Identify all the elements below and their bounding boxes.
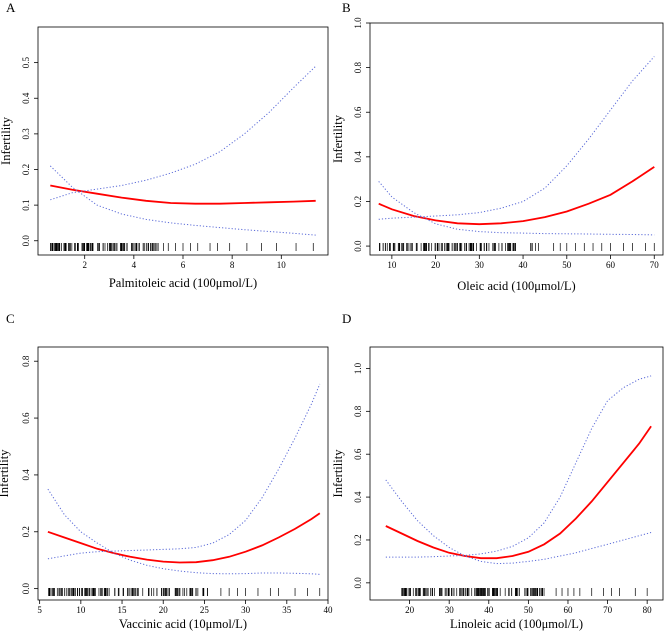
y-tick-label: 0.2 — [21, 526, 31, 537]
lower-ci-line — [385, 479, 652, 565]
x-tick-label: 60 — [563, 605, 573, 615]
upper-ci-line — [378, 56, 655, 220]
x-tick-label: 6 — [181, 260, 186, 270]
x-tick-label: 20 — [431, 260, 441, 270]
x-tick-label: 20 — [405, 605, 415, 615]
x-tick-label: 35 — [282, 605, 292, 615]
lower-ci-line — [49, 165, 316, 236]
upper-ci-line — [50, 65, 317, 201]
panel-label: A — [6, 0, 16, 15]
panel-b: B 10 20 30 40 50 60 70 0.0 0.2 0.4 0.6 0.8 1.0 Oleic a… — [331, 0, 664, 293]
y-tick-label: 0.8 — [353, 61, 363, 73]
panel-label: B — [342, 0, 351, 15]
upper-ci-line — [47, 383, 321, 560]
x-tick-label: 40 — [484, 605, 494, 615]
x-tick-label: 5 — [37, 605, 42, 615]
x-tick-label: 70 — [650, 260, 660, 270]
y-tick-label: 0.0 — [353, 577, 363, 589]
x-tick-label: 25 — [200, 605, 210, 615]
y-tick-label: 0.4 — [21, 469, 31, 481]
y-tick-label: 0.0 — [353, 240, 363, 252]
x-axis-title: Vaccinic acid (10μmol/L) — [119, 617, 247, 631]
y-tick-label: 0.1 — [21, 200, 31, 211]
x-tick-label: 70 — [603, 605, 613, 615]
x-tick-label: 4 — [132, 260, 137, 270]
x-tick-label: 10 — [76, 605, 86, 615]
y-tick-label: 0.4 — [353, 491, 363, 503]
estimate-line — [378, 166, 655, 226]
y-tick-label: 0.4 — [353, 151, 363, 163]
x-tick-label: 10 — [277, 260, 287, 270]
y-tick-label: 0.2 — [21, 164, 31, 175]
y-axis-title: Infertility — [331, 114, 345, 163]
y-tick-label: 0.3 — [21, 128, 31, 140]
panel-label: C — [6, 311, 15, 326]
plot-frame — [37, 26, 329, 256]
estimate-line — [385, 425, 652, 560]
panel-d: D 20 30 40 50 60 70 80 0.0 0.2 0.4 0.6 0.8 1.0 Linolei… — [331, 311, 664, 631]
x-tick-label: 50 — [524, 605, 534, 615]
x-tick-label: 8 — [230, 260, 235, 270]
plot-frame — [369, 22, 664, 256]
x-tick-label: 50 — [562, 260, 572, 270]
lower-ci-line — [47, 488, 320, 575]
y-tick-label: 0.6 — [21, 412, 31, 424]
lower-ci-line — [378, 181, 655, 236]
y-tick-label: 0.5 — [21, 57, 31, 69]
upper-ci-line — [385, 375, 652, 558]
x-axis-title: Palmitoleic acid (100μmol/L) — [109, 276, 257, 290]
x-tick-label: 30 — [445, 605, 455, 615]
x-tick-label: 20 — [159, 605, 169, 615]
y-tick-label: 0.0 — [21, 583, 31, 595]
panel-a: A 2 4 6 8 10 0.0 0.1 0.2 0.3 0.4 0.5 Palmitoleic aci… — [0, 0, 329, 290]
x-tick-label: 2 — [82, 260, 87, 270]
y-tick-label: 1.0 — [353, 17, 363, 29]
y-tick-label: 0.8 — [353, 405, 363, 417]
x-tick-label: 80 — [643, 605, 653, 615]
y-tick-label: 0.6 — [353, 448, 363, 460]
y-tick-label: 0.4 — [21, 92, 31, 104]
plot-frame — [369, 346, 664, 601]
y-tick-label: 1.0 — [353, 362, 363, 374]
y-axis-title: Infertility — [0, 449, 11, 498]
x-tick-label: 30 — [241, 605, 251, 615]
y-axis-title: Infertility — [331, 449, 345, 498]
y-tick-label: 0.0 — [21, 235, 31, 247]
y-tick-label: 0.6 — [353, 106, 363, 118]
x-tick-label: 40 — [519, 260, 529, 270]
estimate-line — [50, 184, 316, 205]
y-tick-label: 0.2 — [353, 534, 363, 545]
x-tick-label: 30 — [475, 260, 485, 270]
x-tick-label: 10 — [387, 260, 397, 270]
panel-label: D — [342, 311, 351, 326]
panel-c: C 5 10 15 20 25 30 35 40 0.0 0.2 0.4 0.6 0.8 Vaccinic … — [0, 311, 333, 631]
x-axis-title: Linoleic acid (100μmol/L) — [450, 617, 583, 631]
y-axis-title: Infertility — [0, 116, 13, 165]
x-axis-title: Oleic acid (100μmol/L) — [457, 279, 575, 293]
estimate-line — [47, 512, 321, 564]
y-tick-label: 0.2 — [353, 196, 363, 207]
x-tick-label: 15 — [118, 605, 128, 615]
x-tick-label: 60 — [606, 260, 616, 270]
plot-frame — [37, 346, 329, 601]
x-tick-label: 40 — [324, 605, 334, 615]
y-tick-label: 0.8 — [21, 355, 31, 367]
